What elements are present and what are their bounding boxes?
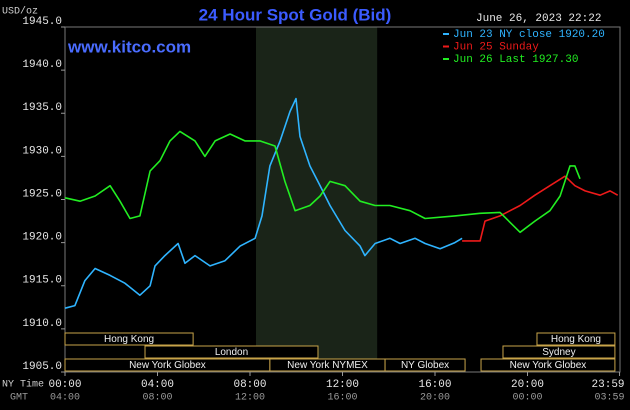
y-tick-label: 1910.0 <box>22 318 62 330</box>
y-tick-label: 1940.0 <box>22 59 62 71</box>
session-label: Sydney <box>542 347 575 358</box>
y-tick-label: 1935.0 <box>22 102 62 114</box>
series-line <box>64 130 581 234</box>
y-tick-label: 1920.0 <box>22 232 62 244</box>
chart-title: 24 Hour Spot Gold (Bid) <box>199 5 392 24</box>
y-tick-label: 1905.0 <box>22 361 62 373</box>
legend-label: Jun 26 Last 1927.30 <box>453 54 578 66</box>
y-tick-label: 1925.0 <box>22 188 62 200</box>
gmt-tick-label: 03:59 <box>595 393 625 404</box>
x2-axis-label: GMT <box>10 393 28 404</box>
session-box <box>480 358 616 372</box>
series-line <box>462 175 619 242</box>
series-line <box>64 97 463 309</box>
site-label: www.kitco.com <box>67 37 191 56</box>
x-tick-label: 04:00 <box>141 379 174 391</box>
y-axis-label: USD/oz <box>2 6 38 18</box>
session-box <box>536 332 616 346</box>
x-tick-label: 12:00 <box>326 379 359 391</box>
session-box <box>64 332 194 346</box>
session-label: New York NYMEX <box>287 360 368 371</box>
x-axis-label: NY Time <box>2 379 44 391</box>
timestamp: June 26, 2023 22:22 <box>476 13 601 25</box>
gmt-tick-label: 04:00 <box>50 393 80 404</box>
x-tick-label: 23:59 <box>592 379 625 391</box>
y-tick-label: 1945.0 <box>22 16 62 28</box>
session-label: New York Globex <box>510 360 587 371</box>
x-tick-label: 20:00 <box>511 379 544 391</box>
x-tick-label: 16:00 <box>418 379 451 391</box>
session-label: Hong Kong <box>551 334 601 345</box>
session-box <box>384 358 466 372</box>
session-label: Hong Kong <box>104 334 154 345</box>
y-tick-label: 1915.0 <box>22 275 62 287</box>
gmt-tick-label: 08:00 <box>142 393 172 404</box>
legend-label: Jun 23 NY close 1920.20 <box>453 29 605 41</box>
session-label: New York Globex <box>129 360 206 371</box>
gmt-tick-label: 00:00 <box>512 393 542 404</box>
gmt-tick-label: 20:00 <box>420 393 450 404</box>
session-box <box>502 345 616 359</box>
gmt-tick-label: 16:00 <box>327 393 357 404</box>
session-box <box>144 345 319 359</box>
gmt-tick-label: 12:00 <box>235 393 265 404</box>
x-tick-label: 00:00 <box>48 379 81 391</box>
y-tick-label: 1930.0 <box>22 145 62 157</box>
session-label: NY Globex <box>401 360 449 371</box>
session-label: London <box>215 347 248 358</box>
x-tick-label: 08:00 <box>233 379 266 391</box>
legend-label: Jun 25 Sunday <box>453 41 539 53</box>
